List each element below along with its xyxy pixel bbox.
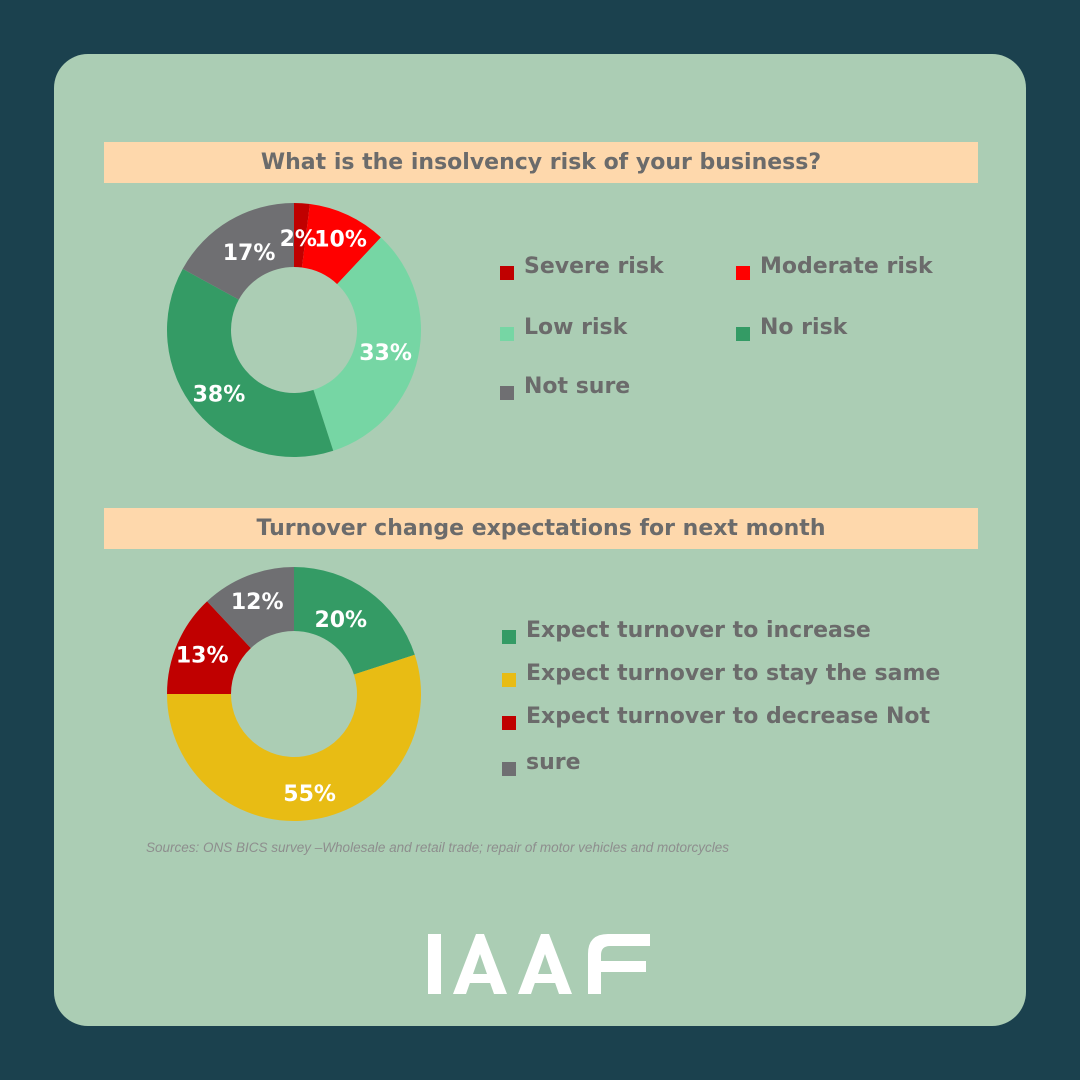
legend-swatch <box>502 761 516 776</box>
legend-swatch <box>500 385 514 400</box>
legend-label: Expect turnover to decrease Not <box>526 704 931 729</box>
chart2-title: Turnover change expectations for next mo… <box>104 508 978 549</box>
legend-swatch <box>736 326 750 341</box>
legend-label: Not sure <box>524 374 631 399</box>
infographic-card: What is the insolvency risk of your busi… <box>54 54 1026 1026</box>
data-label-not-sure: 12% <box>231 590 284 615</box>
donut-slice-not-sure <box>207 567 294 649</box>
legend-label: sure <box>526 750 581 775</box>
donut-slice-severe-risk <box>294 203 310 268</box>
donut-slice-low-risk <box>313 237 421 451</box>
data-label-not-sure: 17% <box>223 241 276 266</box>
donut-slice-no-risk <box>167 268 334 457</box>
legend-item-moderate-risk: Moderate risk <box>736 254 933 280</box>
data-label-low-risk: 33% <box>359 341 412 366</box>
legend-swatch <box>502 715 516 730</box>
legend-label: Expect turnover to stay the same <box>526 661 941 686</box>
data-label-no-risk: 38% <box>193 383 246 408</box>
legend-item-no-risk: No risk <box>736 315 848 341</box>
legend-item-not-sure: sure <box>502 750 581 776</box>
donut-slice-moderate-risk <box>301 204 381 285</box>
data-label-expect-turnover-to-decrease: 13% <box>176 643 229 668</box>
chart1-title: What is the insolvency risk of your busi… <box>104 142 978 183</box>
legend-item-increase: Expect turnover to increase <box>502 618 871 644</box>
legend-swatch <box>736 265 750 280</box>
legend-swatch <box>502 629 516 644</box>
donut-slice-expect-turnover-to-increase <box>294 567 415 675</box>
data-label-severe-risk: 2% <box>280 227 317 252</box>
legend-label: Moderate risk <box>760 254 933 279</box>
legend-item-not-sure: Not sure <box>500 374 631 400</box>
legend-swatch <box>500 326 514 341</box>
legend-item-decrease: Expect turnover to decrease Not <box>502 704 931 730</box>
legend-swatch <box>500 265 514 280</box>
donut-slice-expect-turnover-to-decrease <box>167 601 251 694</box>
legend-label: Severe risk <box>524 254 664 279</box>
legend-label: Low risk <box>524 315 628 340</box>
legend-item-low-risk: Low risk <box>500 315 628 341</box>
source-note: Sources: ONS BICS survey –Wholesale and … <box>146 840 729 855</box>
data-label-expect-turnover-to-stay-the-same: 55% <box>283 782 336 807</box>
data-label-moderate-risk: 10% <box>314 228 367 253</box>
legend-swatch <box>502 672 516 687</box>
legend-item-severe-risk: Severe risk <box>500 254 664 280</box>
iaaf-logo <box>428 934 650 994</box>
turnover-donut-chart: 20% 55% 13% 12% <box>167 567 421 821</box>
legend-label: Expect turnover to increase <box>526 618 871 643</box>
insolvency-donut-chart: 2%10% 33% 38% 17% <box>167 203 421 457</box>
donut-slice-expect-turnover-to-stay-the-same <box>167 654 421 821</box>
legend-item-stay-same: Expect turnover to stay the same <box>502 661 941 687</box>
donut-slice-not-sure <box>182 203 294 300</box>
data-label-expect-turnover-to-increase: 20% <box>314 608 367 633</box>
legend-label: No risk <box>760 315 848 340</box>
